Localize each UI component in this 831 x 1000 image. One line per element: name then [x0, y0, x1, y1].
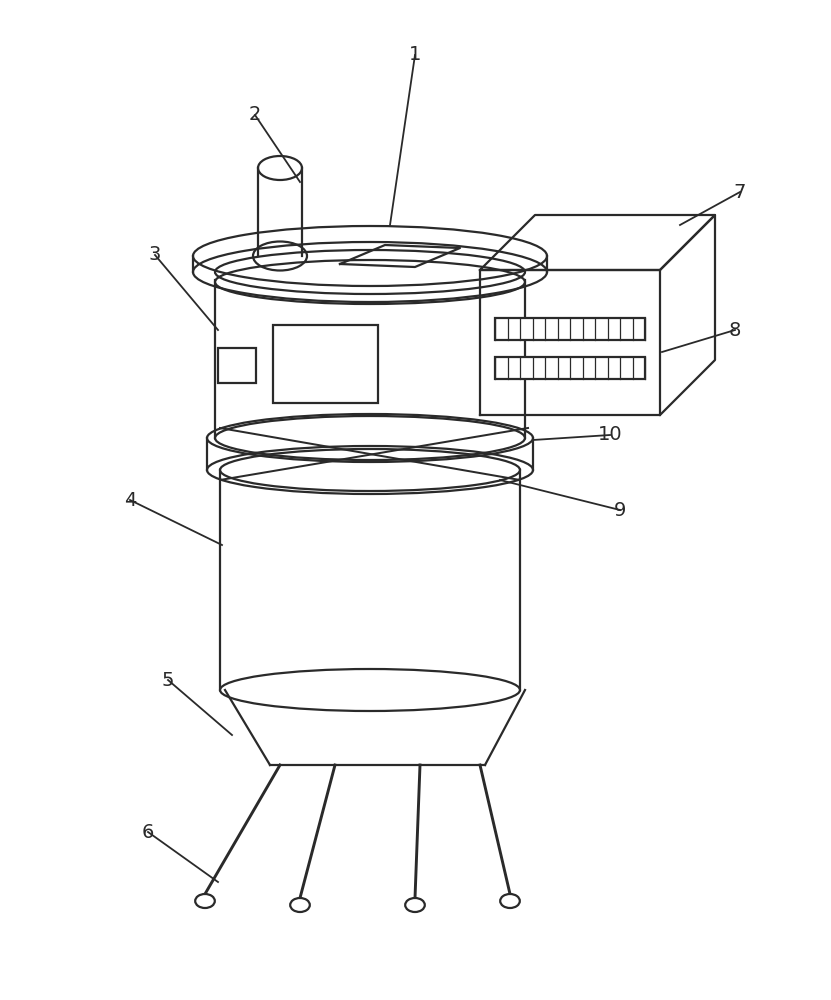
- Ellipse shape: [406, 898, 425, 912]
- Text: 8: 8: [729, 320, 741, 340]
- Text: 10: 10: [597, 426, 622, 444]
- Ellipse shape: [195, 894, 214, 908]
- Text: 6: 6: [142, 822, 155, 842]
- Bar: [218, 348, 256, 383]
- Ellipse shape: [500, 894, 520, 908]
- Bar: [495, 357, 645, 379]
- Text: 2: 2: [248, 105, 261, 124]
- Text: 4: 4: [124, 490, 136, 510]
- Text: 5: 5: [162, 670, 175, 690]
- Text: 3: 3: [149, 245, 161, 264]
- Ellipse shape: [290, 898, 310, 912]
- Text: 1: 1: [409, 45, 421, 64]
- Text: 7: 7: [734, 182, 746, 202]
- Text: 9: 9: [614, 500, 627, 520]
- Bar: [495, 318, 645, 340]
- Bar: [273, 325, 377, 403]
